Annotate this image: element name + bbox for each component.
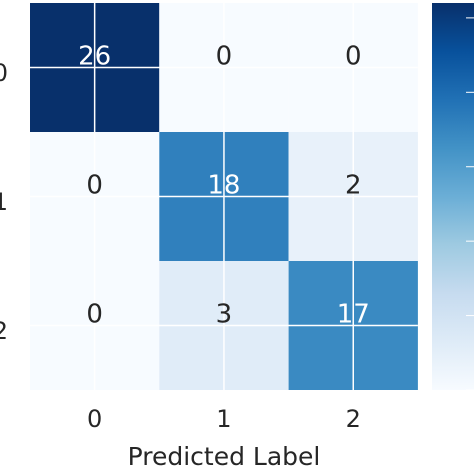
x-axis-label: Predicted Label (128, 442, 321, 471)
y-tick-label: 1 (0, 188, 8, 216)
y-tick-label: 0 (0, 59, 8, 87)
cell-value-label: 2 (345, 171, 362, 201)
x-tick-label: 2 (346, 405, 361, 433)
cell-value-label: 17 (337, 300, 370, 330)
x-tick-label: 1 (216, 405, 231, 433)
cell-value-label: 0 (345, 42, 362, 72)
cell-value-label: 0 (86, 171, 103, 201)
colorbar (432, 3, 474, 390)
cell-value-label: 0 (216, 42, 233, 72)
y-tick-label: 2 (0, 317, 8, 345)
cell-value-label: 3 (216, 300, 233, 330)
x-tick-label: 0 (87, 405, 102, 433)
cell-value-label: 18 (207, 171, 240, 201)
cell-value-label: 0 (86, 300, 103, 330)
cell-value-label: 26 (78, 42, 111, 72)
